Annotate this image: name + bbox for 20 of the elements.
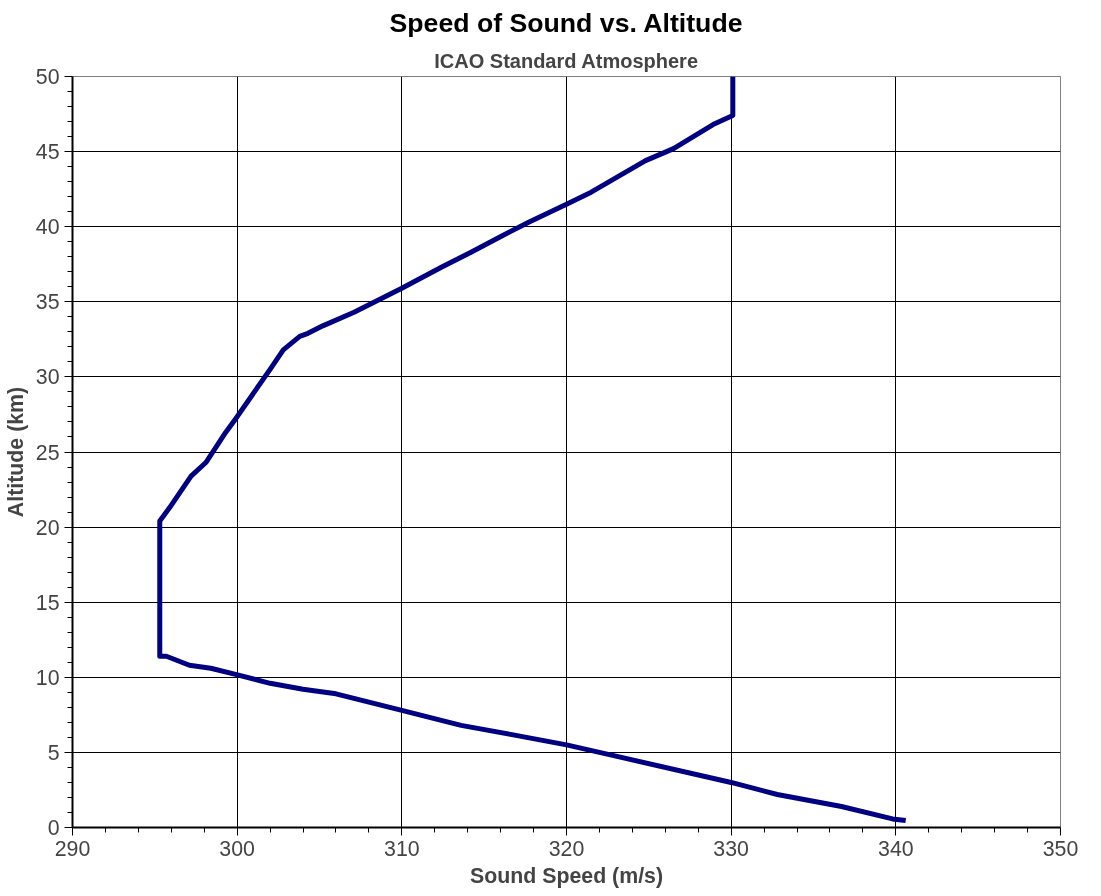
y-tick-label: 15	[35, 590, 60, 615]
y-tick-label: 25	[35, 440, 60, 465]
x-tick-label: 300	[219, 836, 256, 861]
y-tick-label: 30	[35, 365, 60, 390]
x-axis-title: Sound Speed (m/s)	[469, 863, 664, 888]
x-tick-label: 350	[1042, 836, 1079, 861]
y-tick-label: 20	[35, 515, 60, 540]
y-tick-label: 50	[35, 65, 60, 89]
x-tick-label: 320	[548, 836, 585, 861]
chart-title: Speed of Sound vs. Altitude	[389, 7, 743, 38]
y-tick-label: 35	[35, 290, 60, 315]
y-axis-title: Altitude (km)	[3, 386, 28, 518]
x-tick-label: 330	[713, 836, 750, 861]
y-tick-label: 10	[35, 665, 60, 690]
y-tick-label: 45	[35, 140, 60, 165]
x-tick-label: 340	[878, 836, 914, 861]
y-tick-label: 5	[47, 740, 60, 765]
x-tick-label: 310	[384, 836, 420, 861]
chart-subtitle: ICAO Standard Atmosphere	[434, 49, 699, 72]
y-tick-label: 40	[35, 215, 60, 240]
